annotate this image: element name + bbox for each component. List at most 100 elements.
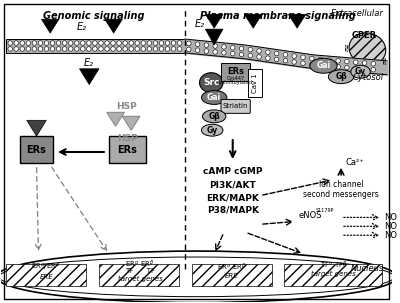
Bar [248, 69, 262, 97]
Circle shape [186, 47, 191, 52]
Circle shape [171, 41, 176, 45]
Circle shape [62, 41, 67, 45]
Ellipse shape [328, 70, 354, 84]
Circle shape [159, 47, 164, 51]
Circle shape [105, 41, 109, 45]
Text: Extracellular: Extracellular [331, 9, 384, 18]
Text: ERs: ERs [117, 145, 137, 155]
Text: E₂: E₂ [194, 19, 204, 29]
Circle shape [38, 41, 43, 45]
Text: ERs: ERs [227, 67, 244, 76]
Bar [109, 136, 146, 163]
Bar [6, 39, 185, 53]
Circle shape [80, 41, 85, 45]
Circle shape [165, 41, 170, 45]
Polygon shape [244, 14, 262, 28]
Circle shape [38, 47, 43, 51]
Circle shape [147, 41, 152, 45]
Text: ER$^{\alpha}$ ER$^{\beta}$: ER$^{\alpha}$ ER$^{\beta}$ [125, 258, 155, 270]
Circle shape [50, 41, 55, 45]
Circle shape [26, 47, 30, 51]
Circle shape [8, 41, 12, 45]
Bar [20, 136, 53, 163]
Bar [284, 264, 382, 286]
Circle shape [123, 41, 127, 45]
Circle shape [135, 41, 140, 45]
Circle shape [354, 60, 358, 65]
Ellipse shape [0, 251, 397, 303]
Bar [192, 264, 272, 286]
Text: eNOS: eNOS [298, 211, 322, 220]
Text: Gy: Gy [355, 67, 366, 76]
Circle shape [301, 55, 305, 60]
Circle shape [266, 56, 270, 60]
Circle shape [56, 41, 61, 45]
Ellipse shape [310, 58, 337, 73]
Circle shape [345, 65, 349, 70]
Circle shape [239, 46, 244, 51]
Circle shape [248, 53, 252, 58]
Text: second messengers: second messengers [303, 190, 379, 199]
Text: Cav 1: Cav 1 [252, 73, 258, 93]
Circle shape [56, 47, 61, 51]
Circle shape [129, 41, 134, 45]
Circle shape [230, 52, 235, 56]
Polygon shape [105, 19, 122, 33]
Text: Gβ: Gβ [208, 112, 220, 121]
Circle shape [292, 54, 296, 58]
Text: HSP: HSP [116, 102, 137, 111]
Circle shape [257, 55, 261, 59]
Text: Plasma membrane signaling: Plasma membrane signaling [200, 11, 356, 21]
Text: Gai: Gai [207, 93, 221, 102]
Circle shape [362, 67, 367, 71]
Circle shape [310, 62, 314, 67]
Ellipse shape [200, 73, 223, 92]
Text: Cytosol: Cytosol [353, 73, 384, 82]
Circle shape [20, 47, 24, 51]
Circle shape [111, 47, 115, 51]
Ellipse shape [202, 124, 223, 136]
Circle shape [93, 41, 97, 45]
Circle shape [345, 59, 349, 64]
Polygon shape [42, 19, 59, 33]
Text: Nucleus: Nucleus [351, 265, 384, 273]
Circle shape [105, 47, 109, 51]
Text: P38/MAPK: P38/MAPK [207, 206, 259, 215]
Ellipse shape [0, 257, 394, 297]
Circle shape [213, 50, 217, 54]
Circle shape [14, 41, 18, 45]
Text: ERE: ERE [40, 274, 53, 280]
Polygon shape [205, 29, 223, 45]
Text: S1179P: S1179P [316, 208, 334, 213]
Text: Ion channel: Ion channel [319, 180, 363, 189]
Circle shape [80, 47, 85, 51]
Circle shape [239, 52, 244, 57]
Circle shape [204, 49, 209, 53]
Circle shape [230, 45, 235, 50]
Circle shape [336, 65, 340, 69]
Polygon shape [205, 14, 223, 28]
Text: ERK/MAPK: ERK/MAPK [206, 193, 259, 202]
Circle shape [99, 47, 103, 51]
Ellipse shape [351, 65, 370, 78]
Circle shape [68, 47, 73, 51]
Circle shape [371, 62, 376, 66]
Circle shape [74, 41, 79, 45]
Circle shape [257, 49, 261, 53]
Circle shape [153, 47, 158, 51]
Text: Genomic signaling: Genomic signaling [43, 11, 145, 21]
Circle shape [123, 47, 127, 51]
Circle shape [283, 52, 288, 57]
Circle shape [86, 47, 91, 51]
Text: target genes: target genes [118, 276, 162, 282]
Circle shape [274, 51, 279, 56]
Text: NO: NO [384, 222, 397, 231]
Circle shape [99, 41, 103, 45]
Circle shape [165, 47, 170, 51]
Text: ≈: ≈ [342, 41, 352, 51]
Circle shape [8, 47, 12, 51]
Circle shape [117, 47, 121, 51]
Text: E₂: E₂ [84, 58, 94, 68]
Circle shape [141, 47, 146, 51]
Circle shape [62, 47, 67, 51]
